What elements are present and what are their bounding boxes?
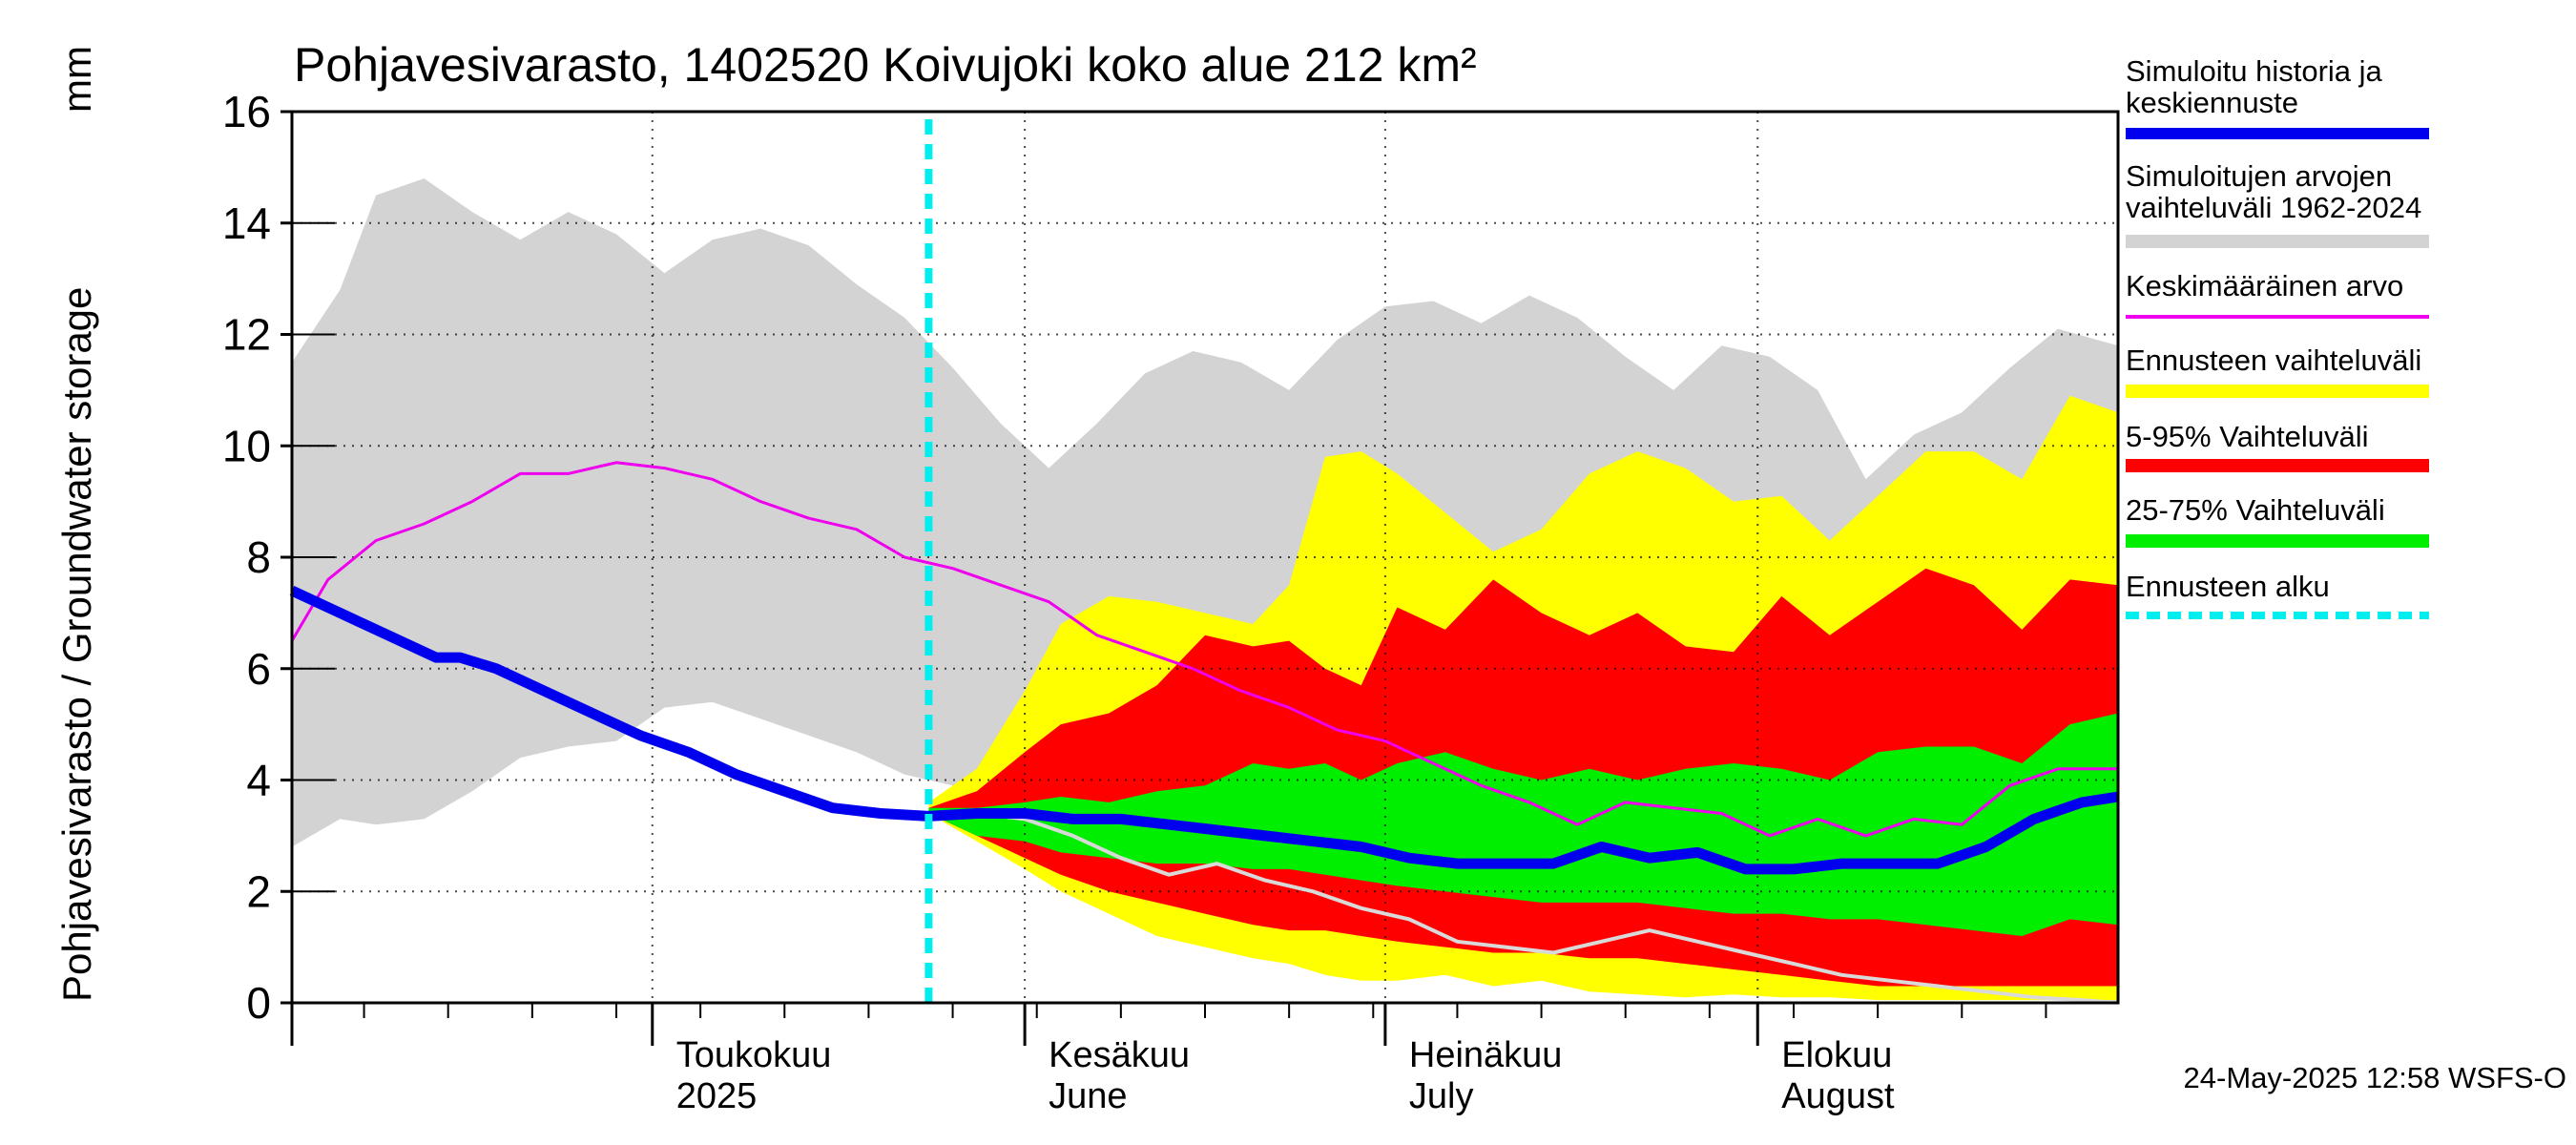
legend-label-mean: Keskimääräinen arvo (2126, 269, 2403, 302)
series-history (289, 586, 2119, 875)
bands-layer (292, 178, 2118, 1003)
grid-layer (292, 112, 2118, 1003)
series-mean (290, 461, 2118, 838)
y-tick-label: 6 (246, 644, 271, 694)
y-tick-label: 12 (222, 310, 271, 360)
legend-label-history: Simuloitu historia ja (2126, 54, 2383, 88)
month-label: Toukokuu (676, 1035, 832, 1075)
y-tick-label: 14 (222, 198, 271, 248)
y-axis-label: Pohjavesivarasto / Groundwater storage (54, 287, 99, 1002)
month-label-sub: August (1781, 1076, 1895, 1116)
month-label: Heinäkuu (1409, 1035, 1563, 1075)
month-label-sub: July (1409, 1076, 1474, 1116)
y-tick-label: 10 (222, 421, 271, 470)
series-median-line (928, 811, 2119, 1005)
legend-label2-history: keskiennuste (2126, 86, 2298, 119)
plot-area (289, 112, 2119, 1005)
band-25-75 (928, 713, 2118, 936)
month-label-sub: 2025 (676, 1076, 758, 1116)
chart-title: Pohjavesivarasto, 1402520 Koivujoki koko… (294, 38, 1477, 92)
y-axis-unit: mm (54, 46, 99, 113)
legend-label-p5_95: 5-95% Vaihteluväli (2126, 420, 2368, 453)
month-label: Kesäkuu (1049, 1035, 1190, 1075)
legend-label2-range_sim: vaihteluväli 1962-2024 (2126, 191, 2421, 224)
lines-layer (289, 119, 2119, 1005)
y-tick-label: 2 (246, 866, 271, 916)
month-label: Elokuu (1781, 1035, 1892, 1075)
legend-label-range_sim: Simuloitujen arvojen (2126, 159, 2392, 193)
y-tick-label: 16 (222, 87, 271, 136)
month-label-sub: June (1049, 1076, 1127, 1116)
legend-label-forecast_start: Ennusteen alku (2126, 570, 2330, 603)
timestamp: 24-May-2025 12:58 WSFS-O (2184, 1061, 2566, 1094)
legend-label-p25_75: 25-75% Vaihteluväli (2126, 493, 2385, 527)
legend-label-forecast_range: Ennusteen vaihteluväli (2126, 344, 2421, 377)
y-tick-label: 0 (246, 978, 271, 1028)
y-tick-label: 4 (246, 756, 271, 805)
y-tick-label: 8 (246, 532, 271, 582)
